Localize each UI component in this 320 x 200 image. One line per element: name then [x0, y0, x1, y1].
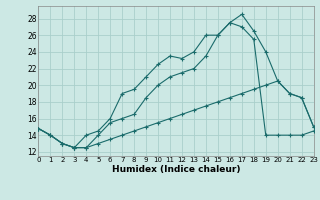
X-axis label: Humidex (Indice chaleur): Humidex (Indice chaleur)	[112, 165, 240, 174]
